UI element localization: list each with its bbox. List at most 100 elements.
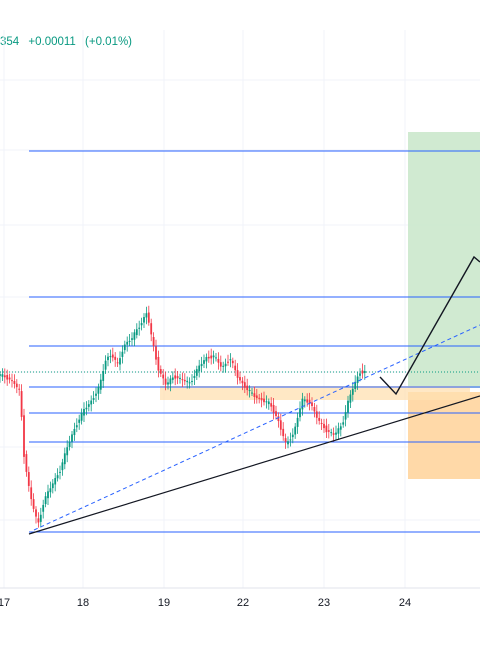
candle-body — [291, 434, 294, 438]
candle-body — [150, 323, 153, 335]
x-tick-label: 17 — [0, 597, 10, 609]
candle-body — [215, 357, 217, 359]
drawing-lines — [28, 255, 480, 535]
candles — [0, 305, 366, 528]
candle-body — [186, 380, 189, 383]
candle-body — [219, 362, 222, 367]
candle-body — [339, 426, 342, 430]
candle-body — [133, 332, 136, 340]
candle-body — [174, 375, 177, 379]
candle-body — [114, 356, 117, 360]
price-change-percent: (+0.01%) — [85, 36, 133, 48]
candle-body — [63, 453, 66, 465]
candle-body — [97, 386, 100, 394]
candle-body — [253, 393, 256, 397]
candle-body — [61, 462, 64, 471]
candle-body — [95, 393, 97, 396]
candle-body — [239, 377, 241, 381]
candle-body — [167, 382, 169, 385]
projection-path — [379, 255, 480, 396]
candle-body — [179, 377, 181, 379]
candle-body — [306, 399, 309, 403]
candle-body — [183, 379, 186, 382]
candle-body — [277, 416, 280, 422]
candle-body — [318, 417, 321, 421]
x-tick-label: 24 — [399, 597, 411, 609]
candle-body — [13, 381, 16, 384]
candle-body — [330, 432, 333, 434]
candle-body — [11, 380, 13, 382]
candle-body — [75, 425, 78, 428]
candle-body — [191, 380, 193, 382]
candle-body — [27, 472, 30, 486]
candle-body — [6, 374, 9, 380]
stop-zone — [408, 392, 480, 479]
candle-body — [99, 379, 102, 390]
candle-body — [181, 379, 184, 381]
candle-body — [49, 488, 52, 493]
candle-body — [296, 417, 299, 427]
candle-body — [248, 390, 251, 392]
candle-body — [351, 388, 354, 395]
candle-body — [270, 403, 273, 407]
candle-body — [121, 351, 124, 357]
candle-body — [260, 398, 263, 401]
candle-body — [347, 400, 349, 413]
candle-body — [354, 381, 357, 389]
candle-body — [301, 398, 304, 410]
candle-body — [203, 360, 205, 364]
candle-body — [135, 329, 138, 336]
candle-body — [229, 359, 232, 361]
candle-body — [162, 374, 165, 379]
candle-body — [327, 430, 330, 432]
price-change-readout: 354 +0.00011 (+0.01%) — [0, 36, 138, 48]
candle-body — [39, 514, 42, 522]
candle-body — [145, 313, 148, 318]
candle-body — [231, 360, 234, 364]
candle-body — [294, 426, 297, 435]
candle-body — [200, 363, 203, 367]
candle-body — [104, 360, 107, 370]
candle-body — [193, 375, 196, 379]
candle-body — [251, 392, 253, 394]
candle-body — [222, 365, 225, 367]
candle-body — [66, 447, 69, 456]
candle-body — [109, 356, 112, 358]
candle-body — [267, 401, 270, 405]
candle-body — [337, 428, 340, 434]
candle-body — [359, 373, 361, 376]
candle-body — [335, 432, 337, 435]
candle-body — [171, 377, 174, 380]
candle-body — [159, 369, 162, 374]
candle-body — [54, 478, 57, 485]
candle-body — [123, 344, 126, 351]
x-tick-label: 23 — [318, 597, 330, 609]
candle-body — [282, 428, 285, 437]
candle-body — [311, 402, 313, 407]
candle-body — [25, 454, 28, 472]
candle-body — [265, 401, 268, 403]
candle-body — [299, 408, 301, 418]
candle-body — [71, 434, 73, 442]
candle-body — [195, 369, 198, 376]
candle-body — [116, 362, 119, 364]
candle-body — [169, 378, 172, 385]
candle-body — [212, 355, 215, 358]
rising-trendline — [28, 395, 480, 535]
target-zone — [408, 132, 480, 388]
candle-body — [147, 312, 150, 323]
candle-body — [272, 405, 275, 413]
support-zone — [160, 386, 470, 400]
candle-body — [1, 374, 4, 377]
candle-body — [275, 411, 277, 416]
candle-body — [217, 358, 220, 363]
candle-body — [59, 471, 61, 473]
candle-body — [325, 425, 328, 433]
candle-body — [140, 323, 143, 326]
candle-body — [313, 406, 316, 412]
candle-body — [128, 340, 131, 342]
candle-body — [20, 391, 23, 417]
candle-body — [308, 399, 311, 404]
top-strip — [0, 0, 480, 30]
